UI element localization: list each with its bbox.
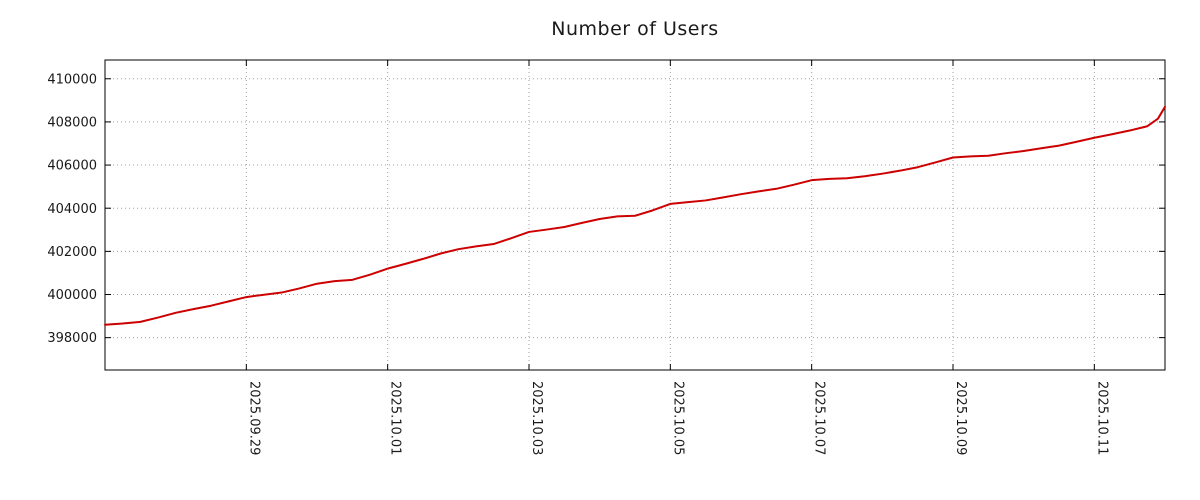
x-tick-label: 2025.09.29: [246, 381, 261, 455]
plot-border: [104, 59, 1166, 371]
y-tick-label: 406000: [47, 159, 97, 174]
y-tick-label: 402000: [47, 245, 97, 260]
x-tick-label: 2025.10.05: [670, 381, 685, 455]
y-tick-label: 410000: [47, 72, 97, 87]
x-tick-label: 2025.10.01: [388, 381, 403, 455]
x-tick-label: 2025.10.03: [529, 381, 544, 455]
x-tick-label: 2025.10.11: [1094, 381, 1109, 455]
chart-title: Number of Users: [551, 18, 719, 40]
y-tick-label: 408000: [47, 115, 97, 130]
y-tick-label: 400000: [47, 288, 97, 303]
x-tick-label: 2025.10.07: [812, 381, 827, 455]
x-tick-label: 2025.10.09: [953, 381, 968, 455]
y-tick-label: 404000: [47, 202, 97, 217]
y-tick-label: 398000: [47, 331, 97, 346]
series-line-users: [104, 105, 1166, 326]
